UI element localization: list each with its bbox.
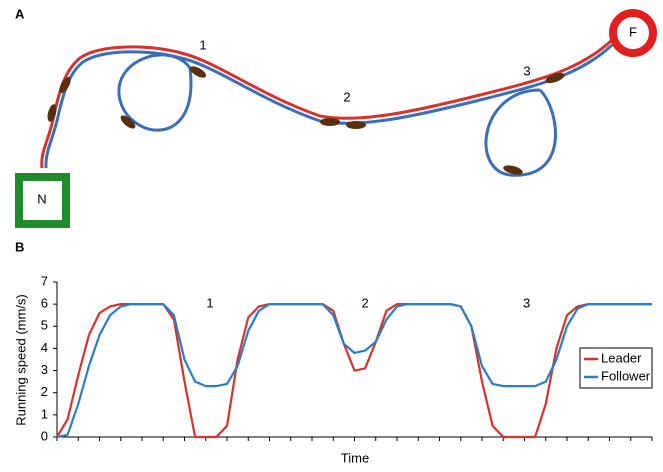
panel-a: A 1 2 3 N F (15, 6, 657, 228)
y-tick-label: 2 (41, 384, 48, 399)
y-tick-label: 1 (41, 406, 48, 421)
annotation: 3 (523, 296, 530, 311)
annotation: 1 (206, 296, 213, 311)
x-axis-label: Time (341, 450, 369, 465)
loop (117, 53, 193, 132)
panel-label: A (15, 6, 25, 21)
series-line (56, 303, 652, 439)
marker-label: 1 (199, 37, 206, 52)
annotation: 2 (362, 296, 369, 311)
y-axis-label: Running speed (mm/s) (13, 294, 28, 426)
legend-label: Follower (601, 368, 651, 383)
y-tick-label: 0 (41, 428, 48, 443)
follower-path (44, 43, 614, 169)
y-tick-label: 4 (41, 340, 48, 355)
marker-label: 3 (523, 63, 530, 78)
y-tick-label: 3 (41, 362, 48, 377)
food (609, 9, 657, 57)
y-tick-label: 5 (41, 318, 48, 333)
marker-label: 2 (343, 89, 350, 104)
nest (15, 173, 70, 228)
y-tick-label: 7 (41, 273, 48, 288)
panel-label: B (15, 239, 24, 254)
legend-box (579, 347, 653, 389)
ants (47, 66, 565, 175)
leader-path (40, 38, 614, 169)
legend-label: Leader (601, 350, 642, 365)
loop (484, 88, 557, 177)
nest-label: N (37, 191, 46, 206)
series-line (56, 303, 652, 439)
y-tick-label: 6 (41, 296, 48, 311)
food-label: F (629, 24, 637, 39)
